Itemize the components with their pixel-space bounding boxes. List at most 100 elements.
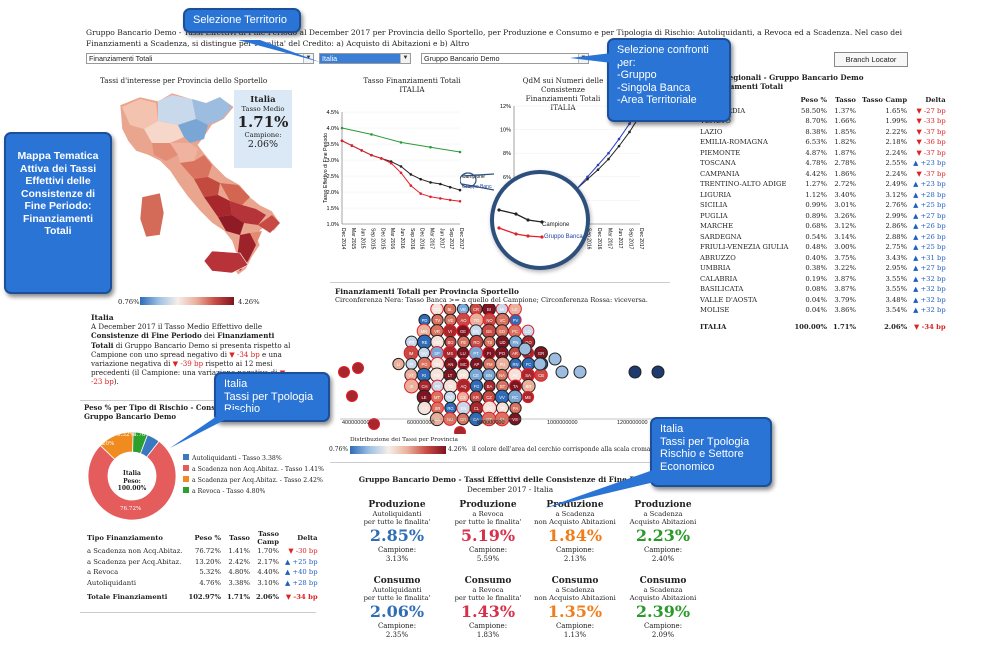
province-bubble[interactable]: PE	[431, 379, 444, 393]
regional-row[interactable]: TOSCANA 4.78% 2.78% 2.55% ▲ +23 bp	[697, 158, 949, 169]
series-point[interactable]	[429, 181, 432, 184]
province-bubble[interactable]: VI	[443, 324, 457, 338]
bubble-circle[interactable]	[555, 365, 569, 379]
donut-segment[interactable]	[139, 434, 160, 458]
series-point[interactable]	[448, 185, 452, 189]
province-bubble[interactable]	[533, 357, 547, 371]
risk-row[interactable]: Autoliquidanti 4.76% 3.38% 3.10% ▲ +28 bp	[84, 578, 321, 589]
series-point[interactable]	[340, 126, 344, 130]
risk-row[interactable]: Totale Finanziamenti 102.97% 1.71% 2.06% ▼ -…	[84, 592, 321, 603]
kpi-card[interactable]: Produzione a Revoca per tutte le finalita'…	[444, 500, 532, 564]
risk-row[interactable]: a Scadenza non Acq.Abitaz. 76.72% 1.41% 1.7…	[84, 546, 321, 557]
province-bubble[interactable]: AN	[443, 357, 458, 371]
series-point[interactable]	[628, 130, 631, 134]
bubble-circle[interactable]	[352, 362, 364, 374]
province-bubble[interactable]: FI	[482, 346, 496, 360]
series-point[interactable]	[596, 163, 600, 167]
province-bubble[interactable]: CT	[417, 400, 432, 416]
regional-row[interactable]: SARDEGNA 0.54% 3.14% 2.88% ▲ +26 bp	[697, 232, 949, 243]
series-point[interactable]	[458, 188, 462, 192]
bubble-circle[interactable]	[392, 357, 405, 371]
province-bubble[interactable]	[555, 365, 569, 379]
risk-row[interactable]: a Scadenza per Acq.Abitaz. 13.20% 2.42% 2.1…	[84, 557, 321, 568]
bubble-circle[interactable]	[628, 365, 642, 379]
donut-legend-item[interactable]: a Scadenza per Acq.Abitaz. - Tasso 2.42%	[183, 475, 324, 486]
branch-locator-button[interactable]: Branch Locator	[834, 52, 908, 67]
regional-row[interactable]: VALLE D'AOSTA 0.04% 3.79% 3.48% ▲ +32 bp	[697, 295, 949, 306]
bubble-circle[interactable]	[651, 365, 665, 379]
series-point[interactable]	[617, 144, 621, 148]
bubble-circle[interactable]	[368, 418, 380, 430]
regional-row[interactable]: LAZIO 8.38% 1.85% 2.22% ▼ -37 bp	[697, 127, 949, 138]
regional-row[interactable]: VENETO8.70%1.66%1.99%▼ -33 bp	[697, 116, 949, 127]
donut-legend-item[interactable]: Autoliquidanti - Tasso 3.38%	[183, 453, 324, 464]
series-point[interactable]	[370, 133, 373, 136]
kpi-card[interactable]: Consumo a Scadenza Acquisto Abitazioni 2.39…	[619, 576, 707, 640]
bubble-circle[interactable]	[454, 426, 466, 435]
province-bubble[interactable]: TV	[431, 313, 444, 327]
province-bubble[interactable]	[338, 366, 350, 378]
province-bubble[interactable]: LC	[508, 304, 522, 316]
province-bubble[interactable]	[628, 365, 642, 379]
risk-row[interactable]: a Revoca 5.32% 4.80% 4.40% ▲ +40 bp	[84, 567, 321, 578]
province-bubble[interactable]: RO	[469, 334, 484, 350]
regional-row[interactable]: ABRUZZO 0.40% 3.75% 3.43% ▲ +31 bp	[697, 253, 949, 264]
province-bubble[interactable]: PA	[509, 401, 522, 415]
province-bubble[interactable]	[368, 418, 380, 430]
province-bubble[interactable]: FM	[482, 357, 497, 371]
province-bubble[interactable]: CS	[456, 390, 470, 404]
province-bubble[interactable]: PO	[495, 346, 509, 360]
regional-row[interactable]: CALABRIA 0.19% 3.87% 3.55% ▲ +32 bp	[697, 274, 949, 285]
province-bubble[interactable]: BR	[521, 378, 536, 394]
series-point[interactable]	[439, 197, 442, 200]
province-bubble[interactable]: ME	[521, 390, 535, 404]
series-point[interactable]	[340, 139, 344, 143]
series-point[interactable]	[628, 122, 631, 125]
series-point[interactable]	[458, 150, 462, 154]
province-bubble[interactable]: FE	[457, 335, 470, 349]
regional-row[interactable]: LIGURIA 1.12% 3.40% 3.12% ▲ +28 bp	[697, 190, 949, 201]
province-bubble[interactable]: SO	[495, 324, 509, 338]
regional-row[interactable]: BASILICATA 0.08% 3.87% 3.55% ▲ +32 bp	[697, 284, 949, 295]
bubble-circle[interactable]	[521, 390, 535, 404]
province-bubble[interactable]: PV	[509, 313, 522, 327]
donut-legend-item[interactable]: a Scadenza non Acq.Abitaz. - Tasso 1.41%	[183, 464, 324, 475]
province-bubble[interactable]: RG	[444, 401, 457, 415]
bubble-circle[interactable]	[346, 390, 358, 402]
province-bubble[interactable]: BS	[481, 323, 497, 339]
series-point[interactable]	[586, 175, 589, 179]
regional-row[interactable]: ITALIA 100.00% 1.71% 2.06% ▼ -34 bp	[697, 322, 949, 333]
series-point[interactable]	[419, 192, 422, 195]
province-bubble[interactable]: SV	[417, 346, 431, 360]
donut-legend-item[interactable]: a Revoca - Tasso 4.80%	[183, 486, 324, 497]
province-bubble[interactable]: MT	[430, 390, 444, 404]
province-bubble[interactable]: PU	[495, 356, 510, 372]
bubble-circle[interactable]	[573, 365, 587, 379]
regional-row[interactable]: FRIULI-VENEZIA GIULIA 0.48% 3.00% 2.75% ▲ +2…	[697, 242, 949, 253]
bubble-circle[interactable]	[533, 357, 547, 371]
donut-segment[interactable]	[87, 440, 177, 521]
province-bubble[interactable]	[346, 390, 358, 402]
province-bubble[interactable]	[651, 365, 665, 379]
series-point[interactable]	[389, 161, 393, 165]
series-point[interactable]	[360, 149, 363, 152]
province-bubble[interactable]: PZ	[443, 390, 457, 404]
province-bubble[interactable]: TE	[443, 378, 458, 394]
province-bubble[interactable]: BA	[483, 379, 496, 393]
kpi-card[interactable]: Consumo a Scadenza non Acquisto Abitazioni…	[531, 576, 619, 640]
kpi-card[interactable]: Produzione a Scadenza non Acquisto Abitazi…	[531, 500, 619, 564]
province-bubble[interactable]: CO	[430, 304, 444, 316]
province-bubble[interactable]: IM	[403, 345, 419, 361]
province-bubble[interactable]	[352, 362, 364, 374]
series-point[interactable]	[399, 141, 403, 144]
regional-row[interactable]: EMILIA-ROMAGNA 6.53% 1.82% 2.18% ▼ -36 bp	[697, 137, 949, 148]
province-bubble[interactable]: PC	[508, 324, 522, 338]
province-bubble[interactable]	[573, 365, 587, 379]
series-point[interactable]	[458, 199, 462, 203]
regional-row[interactable]: PIEMONTE 4.87% 1.87% 2.24% ▼ -37 bp	[697, 148, 949, 159]
series-point[interactable]	[370, 153, 373, 157]
series-point[interactable]	[607, 151, 610, 155]
province-bubble[interactable]: LI	[392, 357, 405, 371]
province-bubble[interactable]: LT	[443, 368, 457, 382]
province-bubble[interactable]: BO	[444, 335, 457, 349]
